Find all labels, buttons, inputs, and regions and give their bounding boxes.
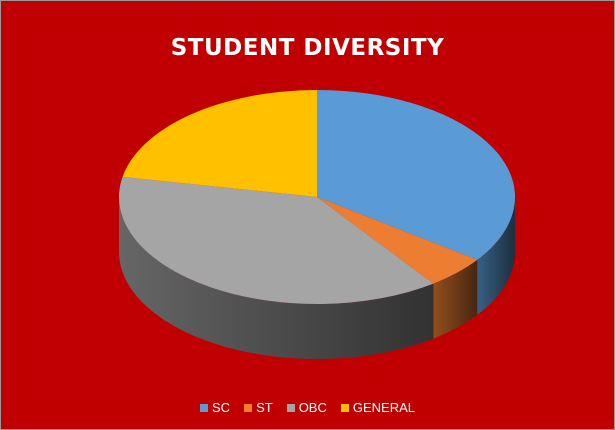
legend-item-general: GENERAL [340, 400, 415, 415]
legend-label-obc: OBC [298, 400, 327, 415]
chart-title: STUDENT DIVERSITY [170, 35, 445, 61]
legend-label-general: GENERAL [352, 400, 415, 415]
pie-slice-general [122, 90, 317, 197]
pie-side-obc [119, 197, 434, 359]
pie-slice-sc [317, 90, 515, 260]
legend-swatch-general [340, 403, 349, 412]
legend-swatch-st [244, 403, 253, 412]
legend-item-obc: OBC [286, 400, 327, 415]
legend-item-st: ST [244, 400, 273, 415]
legend-item-sc: SC [200, 400, 230, 415]
pie-slice-st [317, 197, 478, 284]
legend-swatch-sc [200, 403, 208, 412]
legend: SC ST OBC GENERAL [1, 400, 614, 415]
legend-label-st: ST [256, 400, 273, 415]
legend-label-sc: SC [212, 400, 231, 415]
legend-swatch-obc [286, 403, 295, 412]
pie-side-st [433, 259, 478, 339]
pie-side-sc [477, 197, 515, 315]
pie-slice-obc [118, 176, 434, 304]
